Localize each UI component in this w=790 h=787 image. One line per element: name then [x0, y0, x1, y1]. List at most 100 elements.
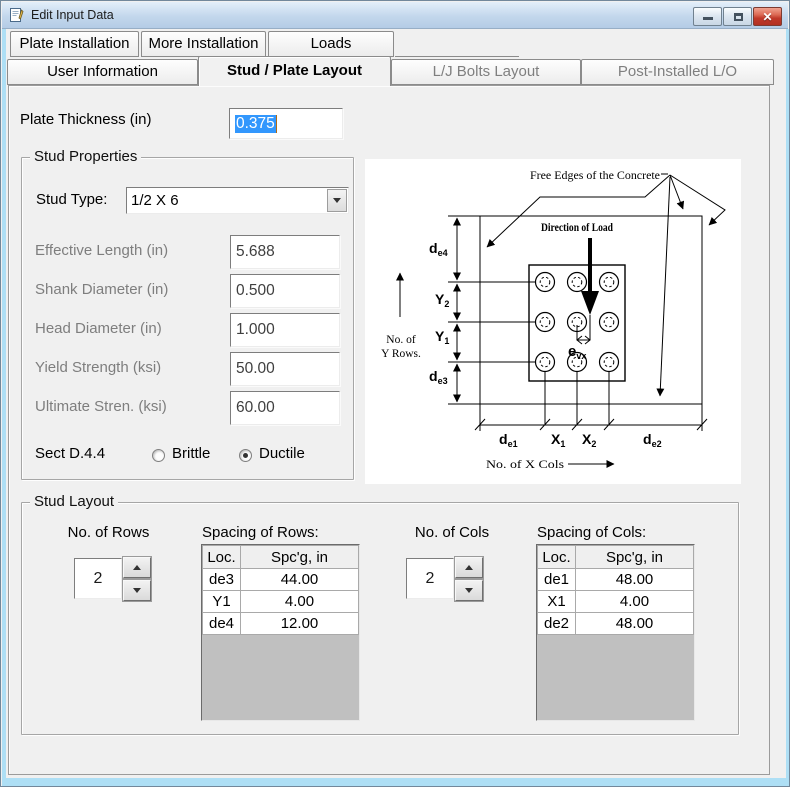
no-of-cols-value: 2 — [425, 569, 435, 587]
direction-of-load-label: Direction of Load — [541, 220, 613, 234]
cols-cell-loc-0[interactable]: de1 — [537, 568, 576, 591]
effective-length-value: 5.688 — [236, 243, 275, 260]
table-row: X1 4.00 — [537, 590, 694, 613]
no-of-cols-label: No. of Cols — [414, 524, 490, 541]
rows-cell-loc-2[interactable]: de4 — [202, 612, 241, 635]
tab-page-stud-plate-layout: Plate Thickness (in) 0.375 Stud Properti… — [8, 85, 770, 775]
ductile-radio[interactable] — [239, 449, 252, 462]
stud-layout-diagram: Free Edges of the Concrete Direction of … — [365, 159, 741, 484]
dim-de3-label: de3 — [429, 368, 448, 386]
stud-type-label: Stud Type: — [36, 191, 108, 208]
head-diameter-label: Head Diameter (in) — [35, 320, 162, 337]
no-of-y-rows-label-2: Y Rows. — [381, 348, 421, 360]
maximize-button[interactable] — [723, 7, 752, 26]
tab-more-installation[interactable]: More Installation — [141, 31, 266, 57]
no-of-rows-input[interactable]: 2 — [74, 558, 122, 599]
rows-cell-loc-1[interactable]: Y1 — [202, 590, 241, 613]
eccentricity-arrow — [576, 325, 591, 345]
tab-row1-edge — [395, 56, 519, 57]
cols-cell-loc-2[interactable]: de2 — [537, 612, 576, 635]
plate-thickness-value: 0.375 — [235, 114, 276, 133]
stud-type-value: 1/2 X 6 — [131, 192, 179, 209]
cols-cell-val-0[interactable]: 48.00 — [575, 568, 694, 591]
text-caret — [275, 114, 277, 133]
arrow-down-icon — [465, 588, 473, 593]
arrow-up-icon — [133, 565, 141, 570]
dim-x1-label: X1 — [551, 431, 565, 449]
head-diameter-value: 1.000 — [236, 321, 275, 338]
dialog-client-area: Plate Installation More Installation Loa… — [6, 29, 786, 778]
no-of-cols-input[interactable]: 2 — [406, 558, 454, 599]
window-frame-bottom — [2, 778, 789, 786]
tab-plate-installation[interactable]: Plate Installation — [10, 31, 139, 57]
spacing-of-rows-label: Spacing of Rows: — [202, 524, 319, 541]
stud-layout-group: Stud Layout No. of Rows 2 Spacing of Row… — [21, 493, 739, 735]
tab-lj-bolts-layout[interactable]: L/J Bolts Layout — [391, 59, 581, 85]
rows-cell-val-1[interactable]: 4.00 — [240, 590, 359, 613]
cols-cell-val-1[interactable]: 4.00 — [575, 590, 694, 613]
concrete-outline — [479, 215, 703, 405]
ultimate-strength-input[interactable]: 60.00 — [230, 391, 340, 425]
head-diameter-input[interactable]: 1.000 — [230, 313, 340, 347]
eccentricity-label: evx — [568, 343, 586, 361]
shank-diameter-input[interactable]: 0.500 — [230, 274, 340, 308]
yield-strength-value: 50.00 — [236, 360, 275, 377]
rows-cell-loc-0[interactable]: de3 — [202, 568, 241, 591]
load-arrow — [581, 238, 599, 340]
dim-y1-label: Y1 — [435, 328, 449, 346]
cols-spin-down-button[interactable] — [454, 579, 484, 602]
plate-outline — [528, 264, 626, 382]
brittle-radio-label[interactable]: Brittle — [172, 445, 211, 462]
combo-dropdown-button[interactable] — [327, 189, 347, 212]
rows-table-header-spcg: Spc'g, in — [240, 545, 359, 569]
shank-diameter-value: 0.500 — [236, 282, 275, 299]
window-title: Edit Input Data — [31, 8, 114, 22]
table-row: de3 44.00 — [202, 568, 359, 591]
rows-table-header-loc: Loc. — [202, 545, 241, 569]
ultimate-strength-value: 60.00 — [236, 399, 275, 416]
rows-cell-val-0[interactable]: 44.00 — [240, 568, 359, 591]
ductile-radio-label[interactable]: Ductile — [259, 445, 305, 462]
window-frame-right — [786, 29, 789, 778]
tab-post-installed-lo[interactable]: Post-Installed L/O — [581, 59, 774, 85]
spacing-of-cols-table: Loc. Spc'g, in de1 48.00 X1 4.00 de2 — [536, 544, 695, 721]
brittle-radio[interactable] — [152, 449, 165, 462]
table-row: de4 12.00 — [202, 612, 359, 635]
minimize-icon — [703, 17, 713, 20]
spacing-of-cols-label: Spacing of Cols: — [537, 524, 647, 541]
dim-x2-label: X2 — [582, 431, 596, 449]
no-of-rows-value: 2 — [93, 569, 103, 587]
table-row: Y1 4.00 — [202, 590, 359, 613]
cols-cell-loc-1[interactable]: X1 — [537, 590, 576, 613]
rows-spin-down-button[interactable] — [122, 579, 152, 602]
close-button[interactable]: ✕ — [753, 7, 782, 26]
sect-d44-label: Sect D.4.4 — [35, 445, 106, 462]
tab-user-information[interactable]: User Information — [7, 59, 198, 85]
stud-layout-group-label: Stud Layout — [30, 493, 119, 510]
tab-loads[interactable]: Loads — [268, 31, 394, 57]
rows-cell-val-2[interactable]: 12.00 — [240, 612, 359, 635]
cols-table-header-loc: Loc. — [537, 545, 576, 569]
close-icon: ✕ — [762, 10, 773, 24]
dim-de1-label: de1 — [499, 431, 518, 449]
plate-thickness-input[interactable]: 0.375 — [229, 108, 343, 139]
cols-spin-up-button[interactable] — [454, 556, 484, 579]
col-dimension-lines — [474, 372, 708, 431]
minimize-button[interactable] — [693, 7, 722, 26]
cols-table-header-spcg: Spc'g, in — [575, 545, 694, 569]
rows-spin-up-button[interactable] — [122, 556, 152, 579]
effective-length-input[interactable]: 5.688 — [230, 235, 340, 269]
cols-cell-val-2[interactable]: 48.00 — [575, 612, 694, 635]
arrow-down-icon — [133, 588, 141, 593]
stud-properties-group-label: Stud Properties — [30, 148, 142, 165]
spacing-of-rows-table: Loc. Spc'g, in de3 44.00 Y1 4.00 de4 — [201, 544, 360, 721]
effective-length-label: Effective Length (in) — [35, 242, 169, 259]
tab-stud-plate-layout[interactable]: Stud / Plate Layout — [198, 56, 391, 86]
yield-strength-label: Yield Strength (ksi) — [35, 359, 162, 376]
shank-diameter-label: Shank Diameter (in) — [35, 281, 169, 298]
titlebar[interactable]: Edit Input Data ✕ — [2, 2, 788, 29]
stud-properties-group: Stud Properties Stud Type: 1/2 X 6 Effec… — [21, 148, 354, 480]
dim-de2-label: de2 — [643, 431, 662, 449]
yield-strength-input[interactable]: 50.00 — [230, 352, 340, 386]
stud-type-combobox[interactable]: 1/2 X 6 — [126, 187, 349, 214]
